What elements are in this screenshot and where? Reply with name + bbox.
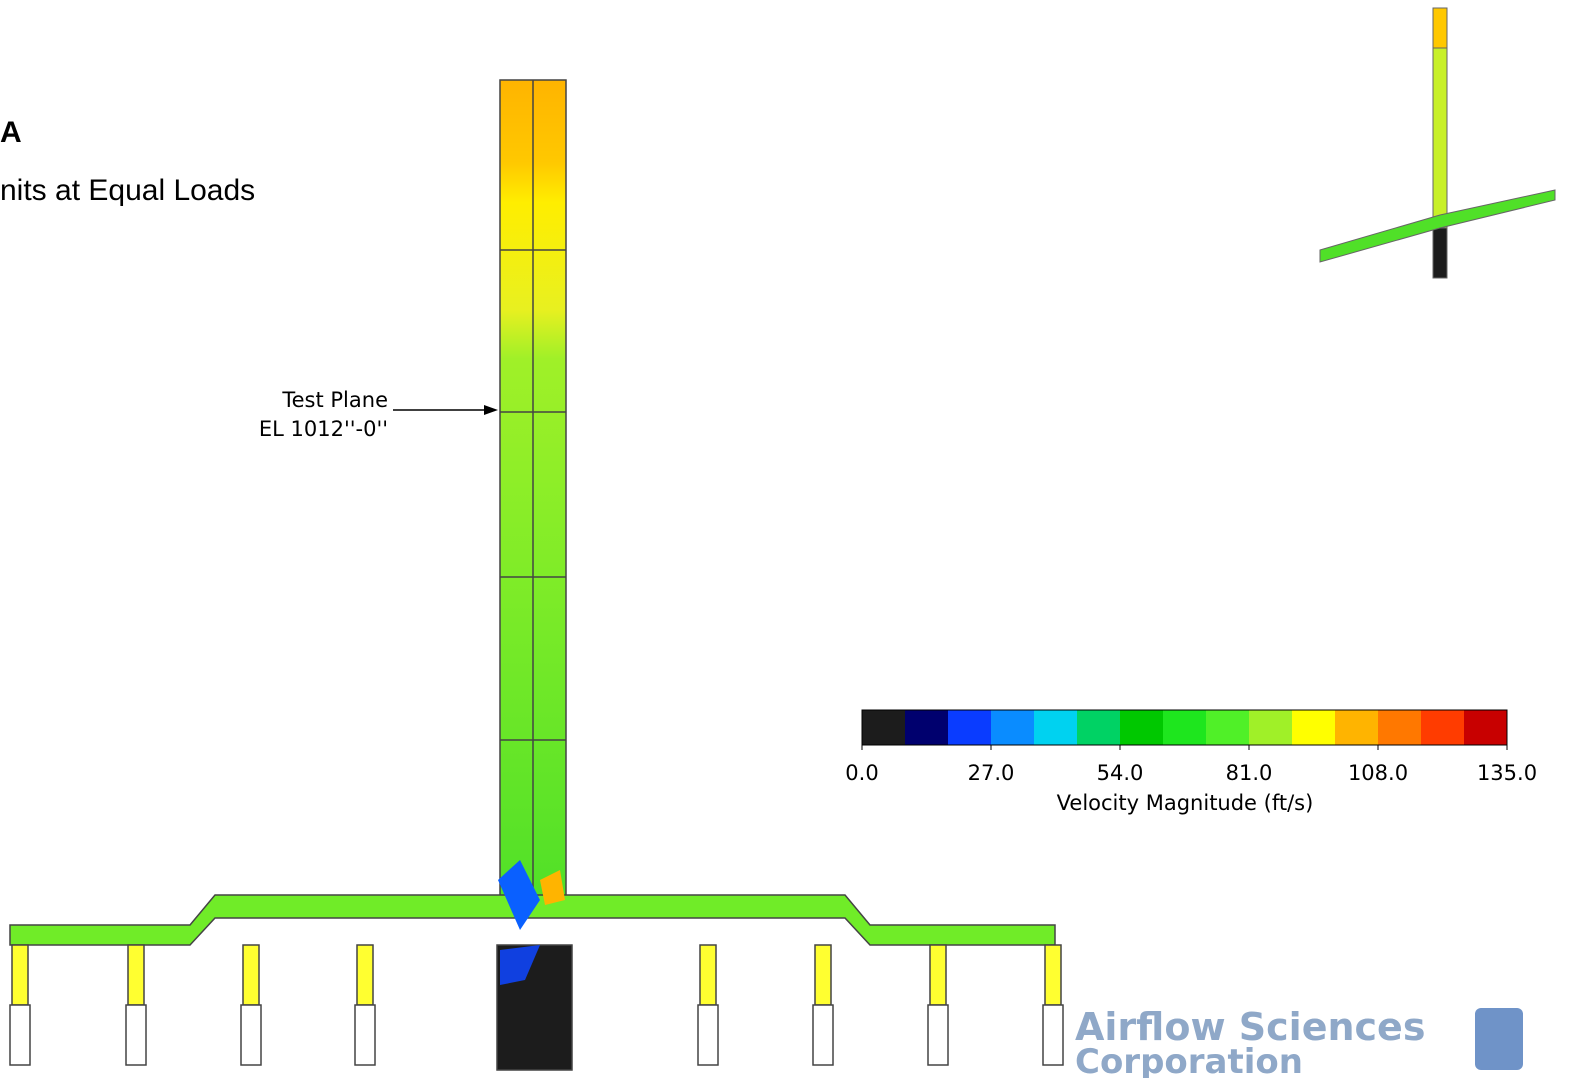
colorbar-label: Velocity Magnitude (ft/s) — [1057, 791, 1314, 815]
colorbar-segment — [1249, 710, 1293, 745]
annotation-line2: EL 1012''-0'' — [259, 417, 388, 441]
tick-label: 27.0 — [968, 761, 1015, 785]
title: A — [0, 116, 22, 149]
colorbar-segment — [1034, 710, 1078, 745]
slide: A nits at Equal Loads Test Plane EL 101 — [0, 0, 1575, 1078]
colorbar-segment — [1163, 710, 1207, 745]
colorbar-segment — [1077, 710, 1121, 745]
colorbar-segment — [1464, 710, 1508, 745]
tick-label: 54.0 — [1097, 761, 1144, 785]
tick-label: 108.0 — [1348, 761, 1408, 785]
duct-diagram — [10, 80, 1063, 1070]
colorbar-segment — [1335, 710, 1379, 745]
tick-label: 135.0 — [1477, 761, 1537, 785]
thumbnail — [1320, 8, 1555, 278]
annotation-line1: Test Plane — [281, 388, 388, 412]
colorbar-segment — [1378, 710, 1422, 745]
colorbar-segment — [1206, 710, 1250, 745]
colorbar-segment — [1120, 710, 1164, 745]
subtitle: nits at Equal Loads — [0, 174, 255, 207]
colorbar-segment — [862, 710, 906, 745]
tick-label: 81.0 — [1226, 761, 1273, 785]
tick-label: 0.0 — [845, 761, 878, 785]
arrowhead — [484, 405, 498, 415]
logo-icon — [1475, 1008, 1523, 1070]
logo-line2: Corporation — [1075, 1042, 1303, 1078]
colorbar-segment — [1421, 710, 1465, 745]
colorbar-segment — [948, 710, 992, 745]
colorbar: 0.0 27.0 54.0 81.0 108.0 135.0 — [845, 710, 1537, 785]
colorbar-segment — [1292, 710, 1336, 745]
colorbar-segment — [905, 710, 949, 745]
colorbar-segment — [991, 710, 1035, 745]
